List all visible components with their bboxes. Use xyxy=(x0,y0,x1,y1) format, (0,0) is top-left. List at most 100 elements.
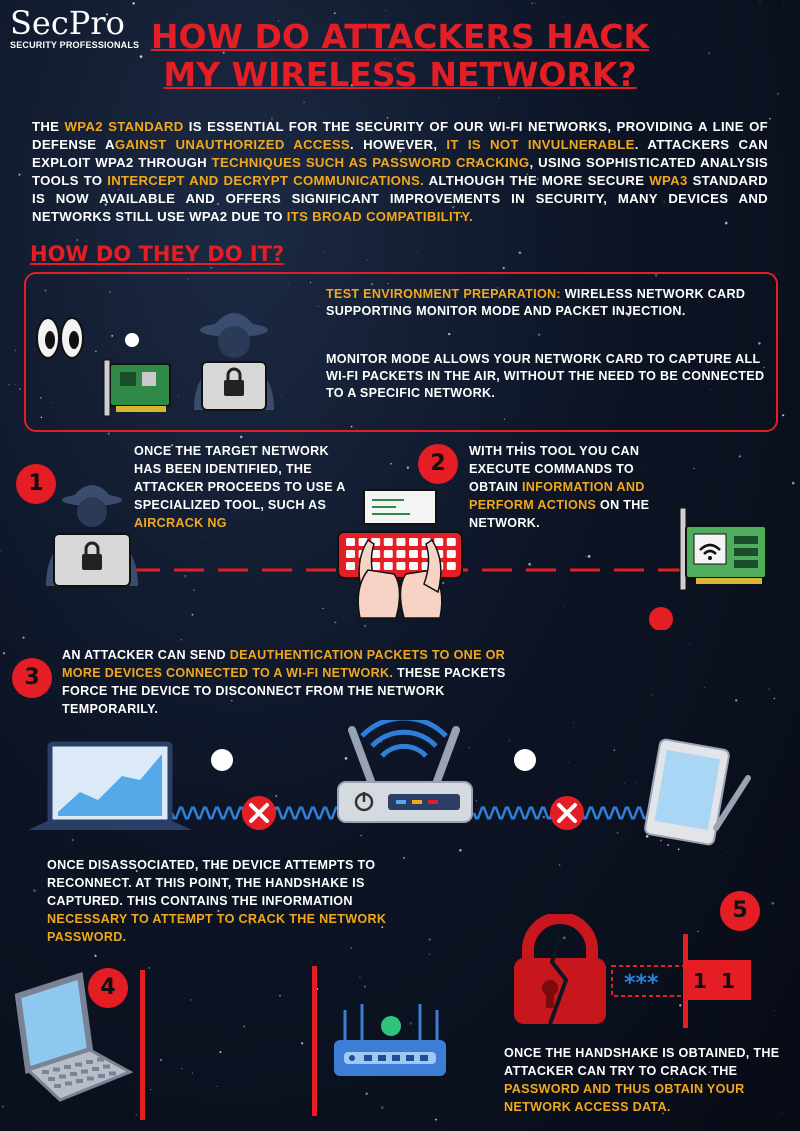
star xyxy=(366,259,368,261)
broken-lock-icon xyxy=(514,914,606,1025)
star xyxy=(428,938,431,941)
wifi-card-icon xyxy=(679,507,767,591)
title-line-2: MY WIRELESS NETWORK? xyxy=(163,55,637,94)
step-2-text: WITH THIS TOOL YOU CAN EXECUTE COMMANDS … xyxy=(469,442,679,532)
router-icon xyxy=(334,1004,446,1076)
intro-text: ALTHOUGH THE MORE SECURE xyxy=(424,173,650,188)
step-3-body: AN ATTACKER CAN SEND xyxy=(62,648,230,662)
key xyxy=(409,550,418,558)
key xyxy=(409,538,418,546)
star xyxy=(502,266,505,270)
star xyxy=(94,954,97,957)
key xyxy=(383,550,393,558)
intro-highlight: ITS BROAD COMPATIBILITY. xyxy=(286,209,473,224)
step-4-highlight: NECESSARY TO ATTEMPT TO CRACK THE NETWOR… xyxy=(47,912,387,944)
star xyxy=(776,92,780,95)
star xyxy=(768,688,770,690)
logo-tagline: SECURITY PROFESSIONALS xyxy=(10,40,140,50)
step-1-text: ONCE THE TARGET NETWORK HAS BEEN IDENTIF… xyxy=(134,442,354,532)
star xyxy=(210,266,213,269)
laptop-chart-icon xyxy=(28,741,192,830)
step-5-text: ONCE THE HANDSHAKE IS OBTAINED, THE ATTA… xyxy=(504,1044,794,1116)
dot-icon xyxy=(514,749,536,771)
key xyxy=(396,562,406,570)
star xyxy=(735,699,738,702)
monitor-mode-text: MONITOR MODE ALLOWS YOUR NETWORK CARD TO… xyxy=(326,352,765,400)
key xyxy=(346,550,355,558)
step-4-text: ONCE DISASSOCIATED, THE DEVICE ATTEMPTS … xyxy=(47,856,387,946)
key xyxy=(434,538,444,546)
key xyxy=(396,538,406,546)
star xyxy=(782,414,785,417)
key xyxy=(383,538,393,546)
star xyxy=(8,383,11,386)
star xyxy=(76,238,79,242)
key xyxy=(446,550,456,558)
intro-text: STANDARD IS NOW AVAILABLE AND OFFERS SIG… xyxy=(32,173,768,224)
intro-highlight: WPA2 STANDARD xyxy=(64,119,184,134)
star xyxy=(738,455,741,458)
password-mask-text: *** xyxy=(624,971,659,996)
star xyxy=(773,697,776,700)
step-3-highlight: DEAUTHENTICATION PACKETS TO ONE OR MORE … xyxy=(62,648,506,680)
logo-mark: SecPro xyxy=(10,4,125,42)
intro-highlight: GAINST UNAUTHORIZED ACCESS xyxy=(114,137,351,152)
star xyxy=(779,200,781,202)
laptop-key xyxy=(76,1079,83,1083)
star xyxy=(132,2,135,5)
key xyxy=(346,562,355,570)
step-4-body: ONCE DISASSOCIATED, THE DEVICE ATTEMPTS … xyxy=(47,858,376,908)
star xyxy=(385,10,387,12)
step-2-body: ON THE NETWORK. xyxy=(469,498,650,530)
intro-text: IS ESSENTIAL FOR THE SECURITY OF OUR WI-… xyxy=(32,119,768,152)
star xyxy=(107,432,110,435)
laptop-key xyxy=(109,1071,116,1076)
star xyxy=(14,349,17,352)
star xyxy=(416,252,418,254)
star xyxy=(534,2,536,4)
laptop-key xyxy=(53,1067,60,1072)
star xyxy=(391,633,393,635)
star xyxy=(715,642,716,644)
intro-text: . ATTACKERS CAN EXPLOIT WPA2 THROUGH xyxy=(32,137,768,170)
star xyxy=(428,953,430,955)
star xyxy=(498,97,500,99)
star xyxy=(771,901,775,905)
dot-icon xyxy=(211,749,233,771)
deauth-illustration xyxy=(28,720,751,846)
laptop-icon xyxy=(14,972,134,1102)
laptop-key xyxy=(92,1067,99,1071)
star xyxy=(10,277,12,278)
step-number-3: 3 xyxy=(12,658,52,698)
key xyxy=(446,562,456,570)
star xyxy=(15,384,17,385)
step-2-highlight: INFORMATION AND PERFORM ACTIONS xyxy=(469,480,645,512)
title-line-1: HOW DO ATTACKERS HACK xyxy=(150,17,650,56)
star xyxy=(708,52,710,55)
star xyxy=(650,693,653,696)
disconnect-x-icon xyxy=(242,796,276,830)
step-4-illustration xyxy=(14,966,446,1120)
step-3-text: AN ATTACKER CAN SEND DEAUTHENTICATION PA… xyxy=(62,646,542,718)
key xyxy=(383,562,393,570)
star xyxy=(18,173,21,176)
star xyxy=(518,251,522,255)
star xyxy=(2,652,6,655)
step-1-body: ONCE THE TARGET NETWORK HAS BEEN IDENTIF… xyxy=(134,444,346,512)
star xyxy=(689,643,691,645)
laptop-key xyxy=(87,1076,94,1081)
star xyxy=(350,947,352,950)
star xyxy=(531,2,533,5)
star xyxy=(495,112,497,113)
step-number-4: 4 xyxy=(88,968,128,1008)
star xyxy=(18,388,21,391)
step-number-2: 2 xyxy=(418,444,458,484)
password-digits-text: 1 1 xyxy=(693,969,735,993)
step-2-body: WITH THIS TOOL YOU CAN EXECUTE COMMANDS … xyxy=(469,444,640,494)
step-5-highlight: PASSWORD AND THUS OBTAIN YOUR NETWORK AC… xyxy=(504,1082,745,1114)
laptop-key xyxy=(70,1072,77,1076)
key xyxy=(446,538,456,546)
laptop-key xyxy=(64,1065,71,1069)
star xyxy=(406,466,410,469)
intro-highlight: WPA3 xyxy=(649,173,688,188)
